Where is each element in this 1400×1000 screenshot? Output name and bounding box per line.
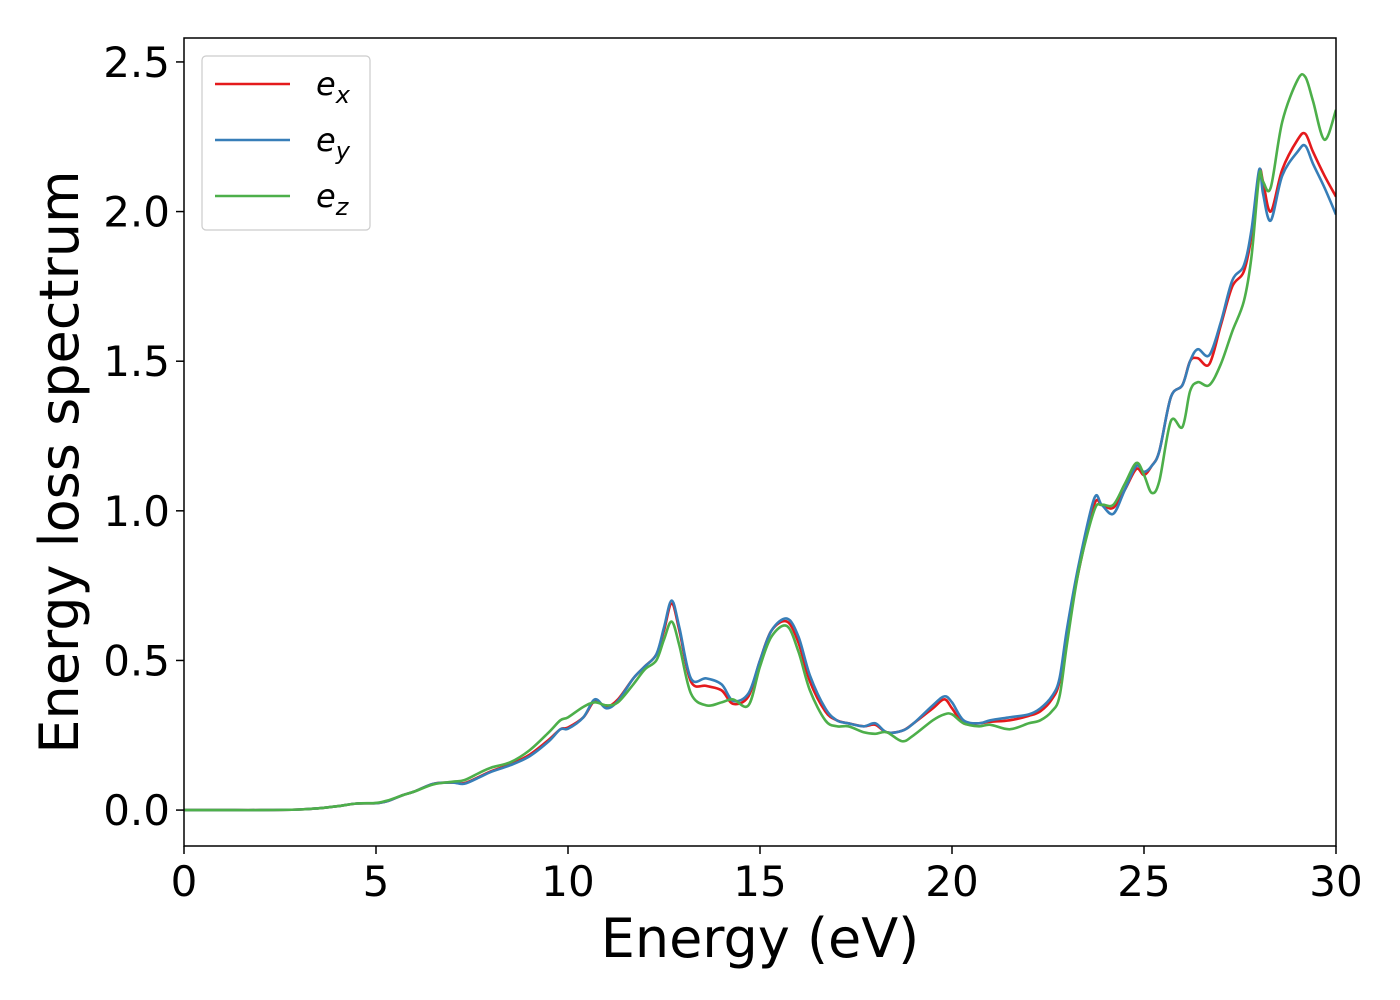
y-tick-label: 2.5 — [103, 38, 170, 87]
x-axis-label: Energy (eV) — [601, 907, 920, 970]
y-tick-label: 0.5 — [103, 636, 170, 685]
y-axis: 0.0 0.5 1.0 1.5 2.0 2.5 — [103, 38, 184, 835]
y-axis-label: Energy loss spectrum — [28, 170, 91, 753]
y-tick-label: 1.5 — [103, 337, 170, 386]
legend-box — [201, 55, 371, 231]
y-tick-label: 0.0 — [103, 786, 170, 835]
y-tick-label: 1.0 — [103, 487, 170, 536]
x-tick-label: 10 — [541, 857, 594, 906]
x-tick-label: 15 — [733, 857, 786, 906]
y-tick-label: 2.0 — [103, 188, 170, 237]
legend-label-z: ez — [316, 177, 350, 221]
series-line-z — [184, 72, 1336, 812]
x-tick-label: 0 — [171, 857, 198, 906]
series-line-y — [184, 143, 1336, 812]
x-tick-label: 5 — [363, 857, 390, 906]
x-tick-label: 25 — [1117, 857, 1170, 906]
x-tick-label: 20 — [925, 857, 978, 906]
series-line-x — [184, 131, 1336, 812]
series-layer — [184, 72, 1336, 812]
legend: ex ey ez — [201, 55, 371, 231]
x-axis: 0 5 10 15 20 25 30 — [171, 846, 1363, 906]
x-tick-label: 30 — [1309, 857, 1362, 906]
legend-label-x: ex — [316, 65, 351, 109]
legend-label-y: ey — [316, 121, 351, 165]
